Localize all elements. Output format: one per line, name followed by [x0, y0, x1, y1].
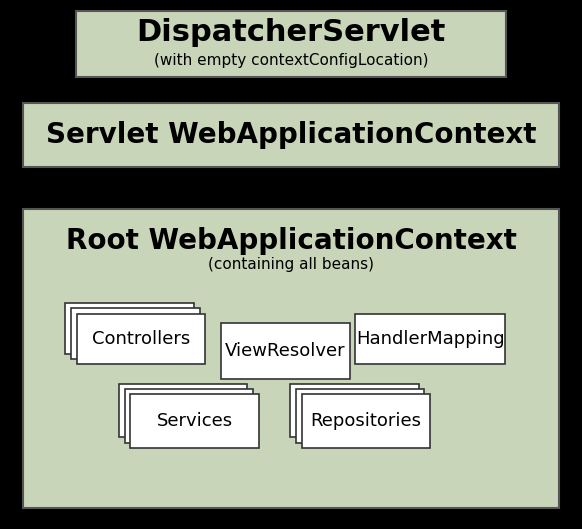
FancyBboxPatch shape — [23, 103, 559, 167]
Text: Services: Services — [157, 412, 233, 430]
Text: Controllers: Controllers — [92, 330, 190, 348]
FancyBboxPatch shape — [130, 394, 259, 448]
Text: ViewResolver: ViewResolver — [225, 342, 346, 360]
FancyBboxPatch shape — [355, 314, 505, 364]
FancyBboxPatch shape — [71, 308, 200, 359]
Text: Repositories: Repositories — [310, 412, 421, 430]
FancyBboxPatch shape — [301, 394, 430, 448]
FancyBboxPatch shape — [125, 389, 253, 443]
FancyBboxPatch shape — [221, 323, 350, 379]
FancyBboxPatch shape — [65, 303, 194, 354]
Text: Servlet WebApplicationContext: Servlet WebApplicationContext — [46, 121, 536, 149]
FancyBboxPatch shape — [23, 209, 559, 508]
Text: DispatcherServlet: DispatcherServlet — [136, 18, 446, 47]
FancyBboxPatch shape — [119, 384, 247, 437]
Text: (containing all beans): (containing all beans) — [208, 257, 374, 272]
Text: HandlerMapping: HandlerMapping — [356, 330, 505, 348]
Text: (with empty contextConfigLocation): (with empty contextConfigLocation) — [154, 53, 428, 68]
Text: Root WebApplicationContext: Root WebApplicationContext — [66, 227, 516, 254]
FancyBboxPatch shape — [296, 389, 424, 443]
FancyBboxPatch shape — [77, 314, 205, 364]
FancyBboxPatch shape — [290, 384, 418, 437]
FancyBboxPatch shape — [76, 11, 506, 77]
